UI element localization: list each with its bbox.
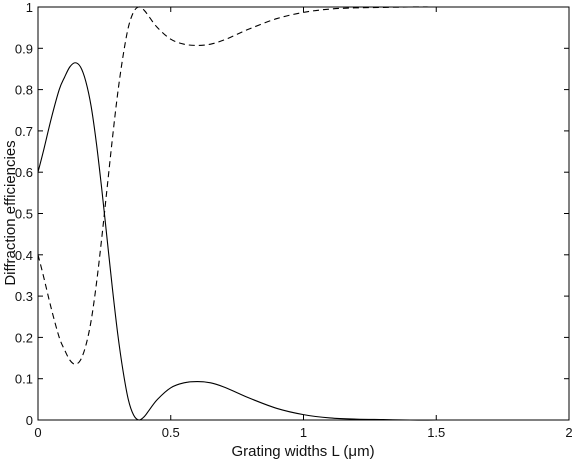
x-tick-label: 0 bbox=[34, 425, 41, 440]
series-layer bbox=[37, 6, 569, 421]
y-tick-label: 0.3 bbox=[15, 289, 33, 304]
x-tick-label: 2 bbox=[565, 425, 572, 440]
x-axis-label: Grating widths L (μm) bbox=[231, 443, 374, 460]
y-axis-label: Diffraction efficiencies bbox=[2, 140, 19, 285]
plot-frame bbox=[37, 6, 570, 421]
y-tick-label: 0.5 bbox=[15, 207, 33, 222]
y-tick-label: 0.1 bbox=[15, 372, 33, 387]
y-tick-label: 0 bbox=[26, 413, 33, 428]
y-tick-label: 0.2 bbox=[15, 330, 33, 345]
y-tick-label: 1 bbox=[26, 0, 33, 15]
axis-ticks: 0 0.5 1 1.5 2 0 0.1 0.2 0.3 0.4 0.5 0.6 0.7 0.8 0.9 1 bbox=[15, 0, 573, 440]
x-tick-label: 1.5 bbox=[427, 425, 445, 440]
solid-series-line bbox=[37, 62, 569, 421]
y-tick-label: 0.8 bbox=[15, 83, 33, 98]
x-tick-label: 1 bbox=[300, 425, 307, 440]
x-tick-label: 0.5 bbox=[162, 425, 180, 440]
y-tick-label: 0.9 bbox=[15, 41, 33, 56]
y-tick-label: 0.7 bbox=[15, 124, 33, 139]
y-tick-label: 0.4 bbox=[15, 248, 33, 263]
dashed-series-line bbox=[37, 6, 569, 365]
y-tick-label: 0.6 bbox=[15, 165, 33, 180]
